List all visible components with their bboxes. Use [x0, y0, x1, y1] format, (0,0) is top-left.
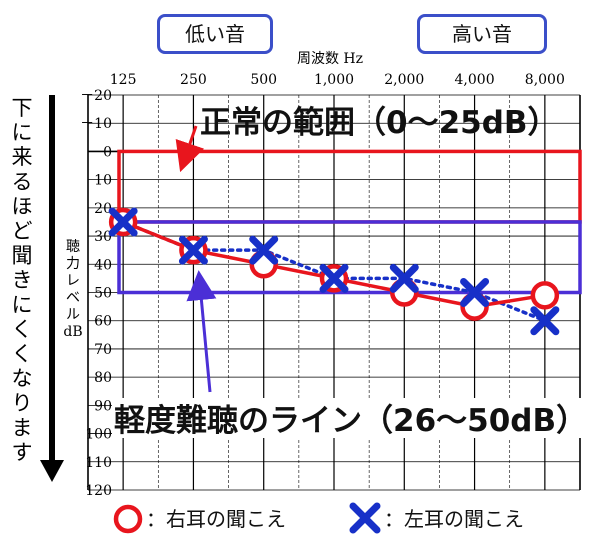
y-axis-label-char: レ — [66, 273, 80, 289]
left-ear-point — [249, 235, 279, 265]
normal-range-label: 正常の範囲（0〜25dB） — [200, 105, 559, 141]
y-axis-label-char: dB — [63, 324, 82, 340]
y-tick-labels: －20 －10 0 10 20 30 40 50 60 70 80 90 100 110 120 — [80, 88, 112, 499]
left-ear-point-stroke — [530, 306, 560, 336]
y-tick-label: 0 — [103, 144, 112, 160]
y-tick-label: －10 — [80, 116, 112, 132]
x-tick-label: 2,000 — [384, 72, 424, 88]
left-ear-point — [108, 207, 138, 237]
y-axis-label-char: ル — [66, 307, 80, 323]
left-ear-point-stroke — [319, 263, 349, 293]
y-axis-label-char: ベ — [66, 290, 80, 306]
y-tick-label: 40 — [94, 257, 112, 273]
side-note-char: り — [12, 391, 33, 415]
mild-loss-label: 軽度難聴のライン（26〜50dB） — [114, 403, 587, 439]
left-ear-point-stroke — [178, 235, 208, 265]
left-ear-point-stroke — [108, 207, 138, 237]
side-note-char: に — [12, 293, 33, 317]
y-tick-label: 30 — [94, 229, 112, 245]
y-tick-label: 10 — [94, 173, 112, 189]
range-bands — [117, 149, 582, 295]
x-tick-label: 500 — [250, 72, 277, 88]
left-ear-point — [178, 235, 208, 265]
left-ear-point — [389, 263, 419, 293]
y-axis-label-char: 力 — [66, 256, 80, 272]
left-ear-point — [319, 263, 349, 293]
y-tick-label: 80 — [94, 370, 112, 386]
y-tick-label: 120 — [85, 483, 112, 499]
left-ear-point — [460, 278, 490, 307]
y-tick-label: －20 — [80, 88, 112, 104]
normal-range-pointer — [175, 125, 205, 173]
side-note-char: き — [12, 268, 33, 292]
x-tick-label: 1,000 — [314, 72, 354, 88]
mild-loss-pointer — [186, 270, 217, 393]
low-pitch-label: 低い音 — [157, 14, 273, 54]
side-note-char: す — [12, 440, 33, 464]
high-pitch-label: 高い音 — [417, 14, 547, 54]
legend-cross-marker — [349, 502, 381, 534]
y-tick-label: 50 — [94, 286, 112, 302]
mild-label-bg — [112, 398, 596, 438]
right-ear-point — [530, 281, 560, 310]
band-rect — [117, 149, 582, 224]
legend-left-label: ：左耳の聞こえ — [384, 507, 524, 531]
side-note-char: に — [12, 121, 33, 145]
x-tick-label: 8,000 — [525, 72, 565, 88]
left-ear-point-stroke — [249, 235, 279, 265]
y-axis-label-char: 聴 — [66, 239, 80, 255]
side-note-char: 来 — [12, 145, 33, 169]
x-tick-label: 125 — [110, 72, 137, 88]
x-tick-labels: 125 250 500 1,000 2,000 4,000 8,000 — [110, 72, 565, 88]
side-note-char: ど — [12, 219, 33, 243]
legend-right-label: ：右耳の聞こえ — [146, 507, 286, 531]
x-tick-label: 250 — [180, 72, 207, 88]
y-tick-label: 70 — [94, 342, 112, 358]
legend-circle-marker — [113, 504, 143, 534]
side-note-char: 聞 — [12, 244, 33, 268]
side-note-char: 下 — [12, 96, 33, 120]
left-ear-point-stroke — [460, 278, 490, 307]
left-ear-point-stroke — [389, 263, 419, 293]
series-group — [108, 207, 560, 336]
side-note-char: る — [12, 170, 33, 194]
y-tick-label: 90 — [94, 398, 112, 414]
y-tick-label: 60 — [94, 314, 112, 330]
y-tick-label: 20 — [94, 201, 112, 217]
y-tick-label: 100 — [85, 427, 112, 443]
side-arrow-head — [40, 460, 64, 482]
side-note-char: く — [12, 342, 33, 366]
side-note-char: く — [12, 317, 33, 341]
side-note-char: ま — [12, 416, 33, 440]
y-tick-label: 110 — [85, 455, 112, 471]
band-rect — [117, 220, 582, 295]
x-tick-label: 4,000 — [455, 72, 495, 88]
side-note-char: な — [12, 367, 33, 391]
side-note-char: ほ — [12, 194, 33, 218]
freq-axis-label: 周波数 Hz — [297, 51, 363, 67]
left-ear-point — [530, 306, 560, 336]
